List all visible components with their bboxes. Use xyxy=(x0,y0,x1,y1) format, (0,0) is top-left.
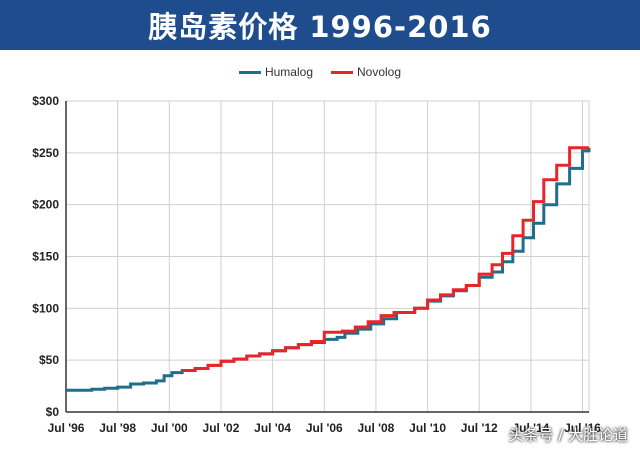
series-line-humalog xyxy=(66,147,591,392)
y-tick-label: $300 xyxy=(32,94,59,108)
x-tick-label: Jul '10 xyxy=(409,421,446,435)
chart-title: 胰岛素价格 1996-2016 xyxy=(148,10,492,44)
y-tick-label: $250 xyxy=(32,146,59,160)
x-tick-label: Jul '16 xyxy=(564,421,601,435)
legend-swatch-novolog xyxy=(331,70,353,74)
x-tick-label: Jul '12 xyxy=(461,421,498,435)
legend: Humalog Novolog xyxy=(0,65,640,79)
x-tick-label: Jul '14 xyxy=(512,421,549,435)
legend-label-novolog: Novolog xyxy=(357,65,402,79)
legend-item-humalog: Humalog xyxy=(238,65,313,79)
title-bar: 胰岛素价格 1996-2016 xyxy=(0,0,640,50)
x-tick-label: Jul '02 xyxy=(203,421,240,435)
watermark: 头条号 / 大胜论道 xyxy=(508,426,628,444)
y-tick-label: $50 xyxy=(39,353,59,367)
x-tick-label: Jul '08 xyxy=(357,421,394,435)
y-tick-label: $150 xyxy=(32,250,59,264)
x-tick-label: Jul '06 xyxy=(306,421,343,435)
x-tick-label: Jul '96 xyxy=(48,421,85,435)
legend-label-humalog: Humalog xyxy=(264,65,313,79)
y-tick-label: $0 xyxy=(46,405,60,419)
x-tick-label: Jul '04 xyxy=(254,421,291,435)
x-tick-label: Jul '98 xyxy=(99,421,136,435)
y-tick-label: $200 xyxy=(32,198,59,212)
legend-swatch-humalog xyxy=(238,70,261,74)
series-line-novolog xyxy=(182,146,589,372)
y-tick-label: $100 xyxy=(32,301,59,315)
legend-item-novolog: Novolog xyxy=(331,65,401,79)
x-tick-label: Jul '00 xyxy=(151,421,188,435)
